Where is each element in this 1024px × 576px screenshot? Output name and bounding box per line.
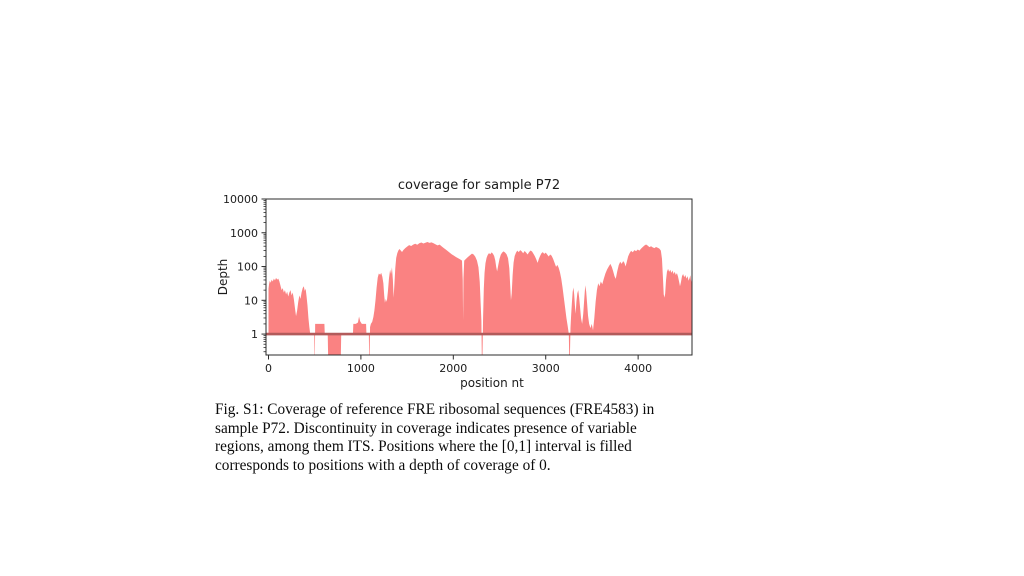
caption-line: Fig. S1: Coverage of reference FRE ribos…: [215, 401, 655, 418]
caption-line: sample P72. Discontinuity in coverage in…: [215, 419, 637, 437]
x-axis-label: position nt: [460, 376, 524, 390]
chart-title: coverage for sample P72: [397, 178, 561, 193]
y-axis-ticks: 1 10 100 1000 10000: [223, 193, 266, 353]
svg-text:1000: 1000: [347, 362, 375, 375]
svg-text:1: 1: [251, 328, 258, 341]
svg-text:4000: 4000: [624, 362, 652, 375]
y-axis-label: Depth: [216, 258, 230, 296]
svg-text:2000: 2000: [439, 362, 467, 375]
coverage-area: [268, 241, 692, 355]
svg-text:100: 100: [237, 261, 258, 274]
svg-text:3000: 3000: [532, 362, 560, 375]
plot-border: [265, 198, 693, 356]
x-axis-ticks: 0 1000 2000 3000 4000: [265, 355, 652, 375]
figure-caption: Fig. S1: Coverage of reference FRE ribos…: [215, 401, 654, 475]
caption-line: corresponds to positions with a depth of…: [215, 456, 551, 474]
caption-line: regions, among them ITS. Positions where…: [215, 438, 632, 456]
svg-text:1000: 1000: [230, 227, 258, 240]
svg-text:10: 10: [244, 294, 258, 307]
svg-text:10000: 10000: [223, 193, 258, 206]
svg-text:0: 0: [265, 362, 272, 375]
